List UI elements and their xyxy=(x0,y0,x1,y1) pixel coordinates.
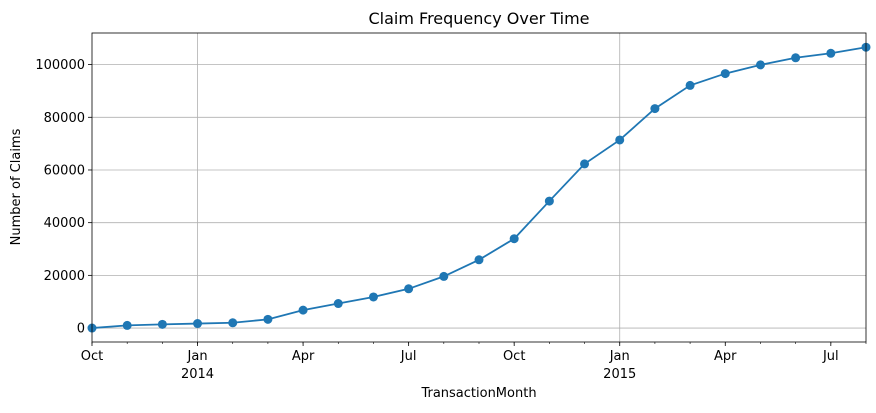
y-tick-label: 100000 xyxy=(35,58,85,73)
y-tick-label: 20000 xyxy=(44,269,85,284)
x-tick-year-label: 2015 xyxy=(603,367,636,382)
data-point xyxy=(720,69,730,79)
series-line xyxy=(91,46,867,329)
data-point xyxy=(509,234,519,244)
data-point xyxy=(580,159,590,169)
x-tick-label: Jul xyxy=(822,349,839,364)
grid-lines xyxy=(92,33,866,342)
data-point xyxy=(685,80,695,90)
x-tick-label: Jul xyxy=(400,349,417,364)
data-point xyxy=(544,196,554,206)
data-point xyxy=(157,319,167,329)
axis-ticks: 0 20000 40000 60000 80000 100000 Oct Jan 2014 Apr… xyxy=(35,58,867,382)
x-tick-year-label: 2014 xyxy=(181,367,214,382)
data-point xyxy=(263,314,273,324)
plot-frame xyxy=(91,32,867,343)
data-point xyxy=(439,271,449,281)
y-tick-label: 0 xyxy=(77,322,85,337)
data-point xyxy=(404,284,414,294)
data-point xyxy=(474,255,484,265)
data-point xyxy=(228,318,238,328)
chart-title: Claim Frequency Over Time xyxy=(368,9,589,28)
y-tick-label: 40000 xyxy=(44,216,85,231)
data-point xyxy=(298,305,308,315)
y-axis-label: Number of Claims xyxy=(9,128,24,245)
data-point xyxy=(755,60,765,70)
data-point xyxy=(368,292,378,302)
x-tick-label: Jan xyxy=(609,349,630,364)
data-point xyxy=(826,48,836,58)
x-axis-label: TransactionMonth xyxy=(420,386,536,401)
data-point xyxy=(333,299,343,309)
x-tick-label: Jan xyxy=(187,349,208,364)
data-point xyxy=(650,104,660,114)
x-tick-label: Oct xyxy=(81,349,103,364)
data-point xyxy=(615,135,625,145)
x-tick-label: Apr xyxy=(292,349,315,364)
y-tick-label: 80000 xyxy=(44,111,85,126)
x-tick-label: Apr xyxy=(714,349,737,364)
data-point xyxy=(193,319,203,329)
data-point xyxy=(791,53,801,63)
series-layer xyxy=(87,42,871,333)
x-tick-label: Oct xyxy=(503,349,525,364)
y-tick-label: 60000 xyxy=(44,163,85,178)
data-point xyxy=(122,320,132,330)
